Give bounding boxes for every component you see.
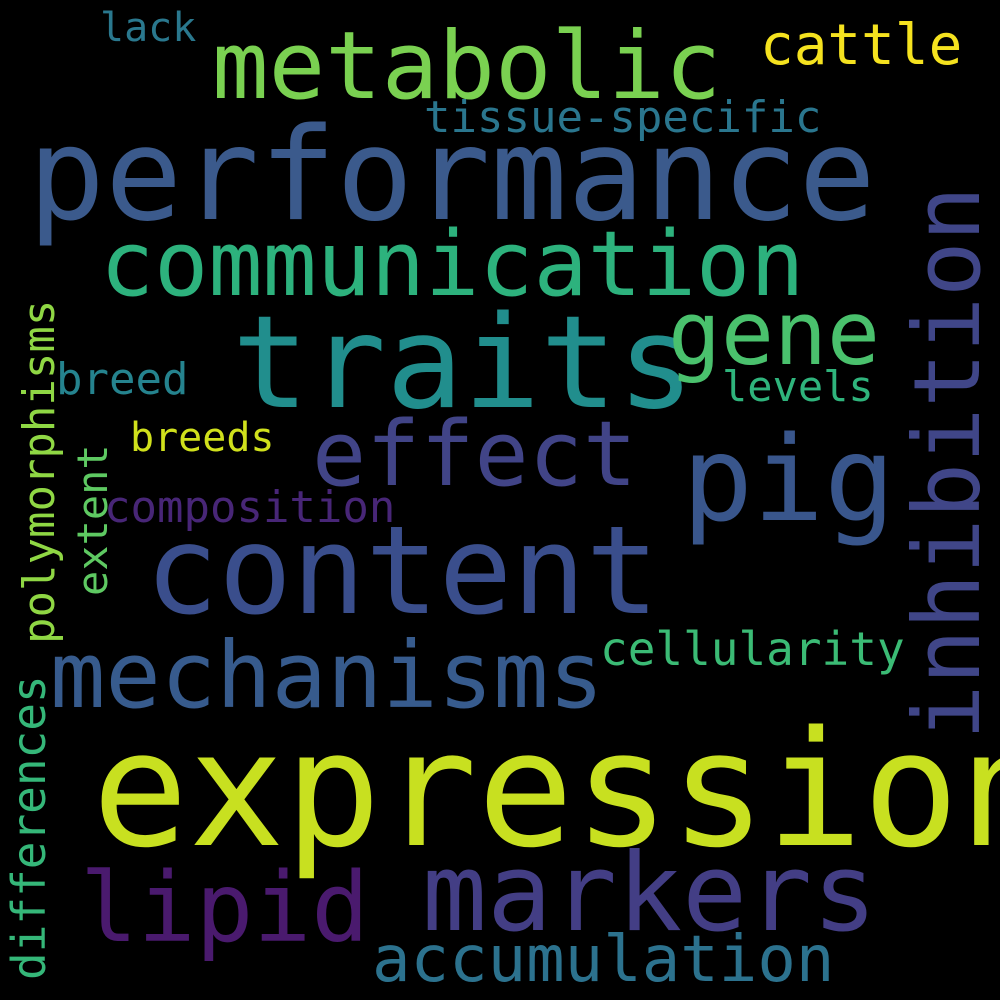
word-gene: gene — [668, 282, 880, 385]
word-breed: breed — [56, 354, 189, 405]
word-metabolic: metabolic — [212, 12, 722, 121]
word-differences: differences — [2, 675, 56, 980]
word-markers: markers — [422, 831, 878, 956]
word-levels: levels — [722, 362, 874, 411]
word-inhibition: inhibition — [894, 186, 1000, 740]
word-extent: extent — [68, 444, 117, 596]
word-expression: expression — [92, 696, 1000, 883]
word-composition: composition — [104, 482, 396, 533]
word-content: content — [145, 500, 660, 642]
word-communication: communication — [100, 212, 805, 317]
word-effect: effect — [312, 402, 638, 507]
word-polymorphisms: polymorphisms — [14, 299, 65, 644]
word-cellularity: cellularity — [600, 622, 905, 676]
word-performance: performance — [28, 101, 876, 250]
word-traits: traits — [232, 289, 695, 438]
word-tissue-specific: tissue-specific — [424, 92, 822, 143]
word-accumulation: accumulation — [372, 923, 835, 997]
word-cattle: cattle — [760, 13, 963, 78]
word-breeds: breeds — [130, 415, 275, 461]
word-lack: lack — [100, 5, 197, 51]
word-lipid: lipid — [80, 852, 369, 964]
word-mechanisms: mechanisms — [50, 622, 604, 729]
word-pig: pig — [682, 410, 896, 548]
